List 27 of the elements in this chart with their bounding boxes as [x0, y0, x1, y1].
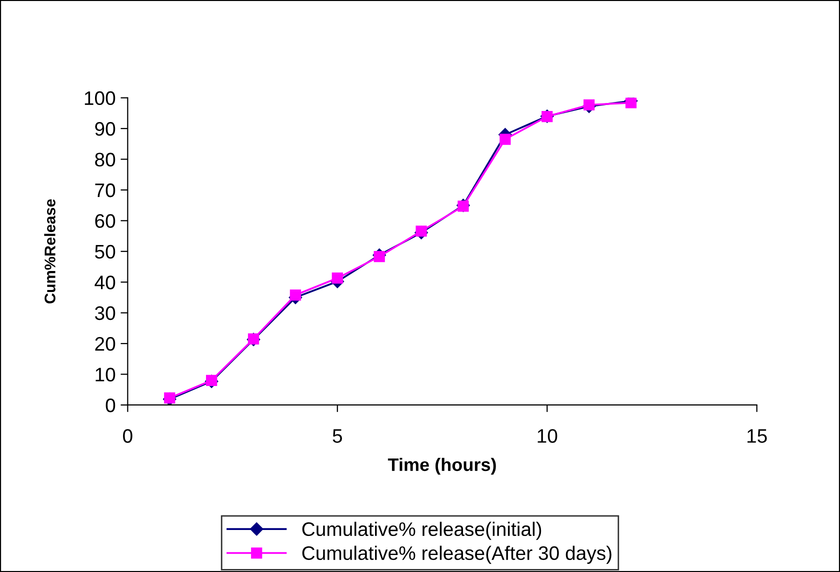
y-tick-label: 40: [94, 276, 116, 290]
point: [206, 374, 218, 386]
y-tick-label: 30: [94, 306, 116, 320]
point: [374, 251, 385, 262]
y-tick-label: 50: [95, 244, 116, 259]
y-tick-label: 10: [96, 368, 116, 382]
y-tick-label: 60: [95, 214, 116, 228]
point: [584, 99, 595, 110]
y-tick-label: 100: [84, 91, 116, 106]
y-tick-label: 90: [95, 122, 116, 136]
legend-label: Cumulative% release(After 30 days): [302, 546, 612, 564]
point: [290, 289, 302, 301]
x-tick-label: 5: [332, 429, 342, 443]
point: [458, 200, 469, 212]
x-tick-label: 15: [748, 429, 767, 443]
y-axis-title: Cum%Release: [44, 199, 56, 304]
point: [416, 226, 427, 237]
y-tick-label: 20: [95, 337, 116, 351]
x-tick-label: 0: [123, 429, 132, 443]
y-tick-label: 70: [95, 183, 116, 198]
point: [332, 272, 343, 284]
point: [500, 134, 511, 145]
y-tick-label: 0: [106, 398, 116, 412]
x-axis-title: Time (hours): [388, 458, 496, 475]
x-tick-label: 10: [538, 429, 558, 443]
legend-label: Cumulative% release(initial): [302, 522, 542, 540]
y-tick-label: 80: [95, 152, 116, 166]
